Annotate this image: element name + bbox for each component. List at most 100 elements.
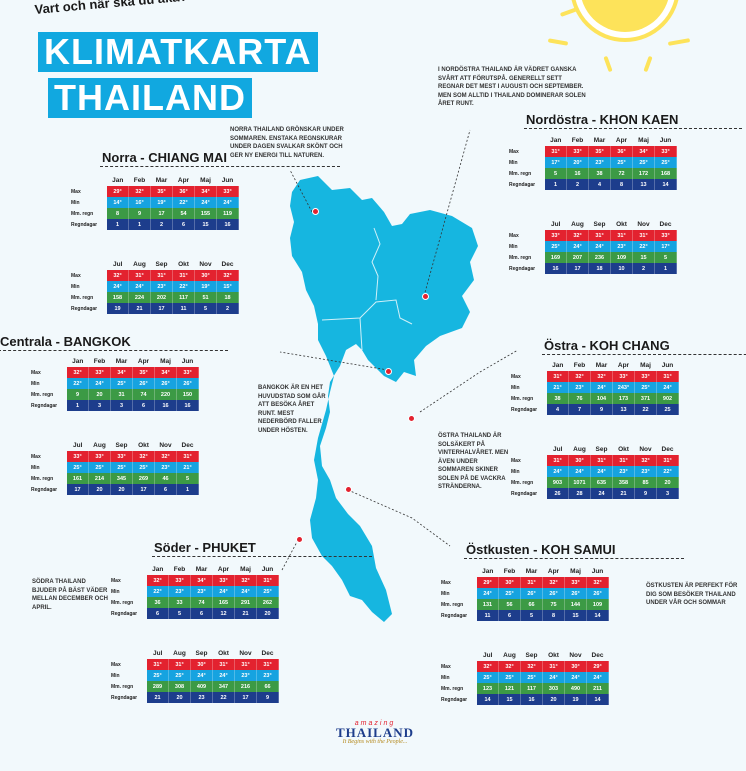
table-cell: 371	[634, 393, 657, 404]
table-cell: 15	[564, 610, 587, 621]
table-cell: 33°	[654, 230, 677, 241]
table-cell: 8	[107, 208, 129, 219]
month-header: Jan	[72, 358, 84, 365]
table-cell: 31°	[632, 230, 655, 241]
table-cell: 33°	[168, 575, 191, 586]
table-cell: 25°	[88, 462, 111, 473]
table-cell: 155	[194, 208, 217, 219]
table-row: Regndagar 1 2 4 8 13 14	[508, 179, 677, 190]
table-row: Mm. regn 36 33 74 165 291 262	[110, 597, 279, 608]
row-label: Min	[441, 674, 450, 681]
table-cell: 5	[194, 303, 217, 314]
table-cell: 33°	[88, 451, 111, 462]
table-cell: 22°	[656, 466, 679, 477]
month-header: Maj	[200, 177, 211, 184]
table-cell: 1	[654, 263, 677, 274]
header-blank	[30, 356, 67, 367]
table-row: Mm. regn 161 214 345 269 46 5	[30, 473, 199, 484]
table-cell: 109	[586, 599, 609, 610]
row-label: Regndagar	[31, 402, 58, 409]
table-row: Mm. regn 8 9 17 54 155 119	[70, 208, 239, 219]
table-cell: 17	[132, 484, 155, 495]
table-cell: 21	[234, 608, 257, 619]
climate-table-jul-dec: Jul Aug Sep Okt Nov Dec Max 32° 31° 31° 31° 30° 32° M…	[70, 259, 239, 314]
table-cell: 25°	[147, 670, 169, 681]
table-cell: 24°	[547, 466, 569, 477]
month-header: Sep	[525, 652, 538, 659]
header-blank	[70, 175, 107, 186]
table-cell: 5	[545, 168, 567, 179]
table-cell: 173	[612, 393, 635, 404]
month-header: Apr	[617, 362, 630, 369]
climate-table-jul-dec: Jul Aug Sep Okt Nov Dec Max 33° 32° 31° 31° 31° 33° M…	[508, 219, 677, 274]
table-cell: 33°	[88, 367, 111, 378]
row-label: Regndagar	[111, 694, 138, 701]
table-cell: 32°	[234, 575, 257, 586]
region-underline	[0, 350, 228, 351]
logo-tagline: It Begins with the People...	[342, 739, 408, 745]
table-cell: 3	[110, 400, 133, 411]
table-cell: 24°	[88, 378, 111, 389]
table-cell: 34°	[154, 367, 177, 378]
table-cell: 7	[568, 404, 591, 415]
table-cell: 26	[547, 488, 569, 499]
row-label: Min	[441, 590, 450, 597]
month-header: Okt	[616, 221, 627, 228]
month-header: Maj	[570, 568, 581, 575]
month-header: Nov	[199, 261, 212, 268]
table-cell: 1	[176, 484, 199, 495]
table-cell: 18	[588, 263, 611, 274]
table-cell: 32°	[634, 455, 657, 466]
table-cell: 16	[216, 219, 239, 230]
table-cell: 14	[586, 610, 609, 621]
month-header: Aug	[133, 261, 146, 268]
climate-table-jul-dec: Jul Aug Sep Okt Nov Dec Max 32° 32° 32° 31° 30° 29° M…	[440, 650, 609, 705]
table-cell: 51	[194, 292, 217, 303]
table-cell: 6	[154, 484, 177, 495]
table-cell: 23°	[150, 281, 173, 292]
table-cell: 308	[168, 681, 191, 692]
table-cell: 14	[477, 694, 499, 705]
month-header: Apr	[177, 177, 190, 184]
table-cell: 20	[110, 484, 133, 495]
table-row: Max 33° 32° 31° 31° 31° 33°	[508, 230, 677, 241]
row-label: Mm. regn	[31, 475, 54, 482]
header-blank	[510, 360, 547, 371]
table-cell: 32°	[216, 270, 239, 281]
month-header: Jul	[551, 221, 561, 228]
month-header: Mar	[525, 568, 538, 575]
month-header: Jul	[73, 442, 83, 449]
amazing-thailand-logo: amazing THAILAND It Begins with the Peop…	[320, 720, 430, 745]
table-row: Min 24° 25° 26° 26° 26° 26°	[440, 588, 609, 599]
month-header: Jan	[552, 362, 564, 369]
table-row: Min 14° 16° 19° 22° 24° 24°	[70, 197, 239, 208]
table-cell: 31°	[547, 455, 569, 466]
table-cell: 33°	[110, 451, 133, 462]
table-cell: 30°	[194, 270, 217, 281]
table-cell: 25°	[498, 672, 521, 683]
month-header: Jan	[482, 568, 494, 575]
table-cell: 35°	[588, 146, 611, 157]
table-cell: 31°	[128, 270, 151, 281]
row-label: Max	[31, 453, 41, 460]
region-underline	[100, 166, 340, 167]
header-blank	[30, 440, 67, 451]
table-cell: 16°	[128, 197, 151, 208]
table-cell: 24°	[542, 672, 565, 683]
table-cell: 33°	[612, 371, 635, 382]
table-row: Min 22° 23° 23° 24° 24° 25°	[110, 586, 279, 597]
row-label: Regndagar	[511, 406, 538, 413]
table-cell: 85	[634, 477, 657, 488]
marker-phuket	[296, 536, 303, 543]
region-title: Centrala - BANGKOK	[0, 334, 131, 349]
table-cell: 17°	[654, 241, 677, 252]
table-cell: 1	[107, 219, 129, 230]
table-row: Mm. regn 903 1071 635 358 85 20	[510, 477, 679, 488]
month-header: Dec	[261, 650, 274, 657]
row-label: Min	[31, 380, 40, 387]
table-cell: 26°	[132, 378, 155, 389]
month-header: Feb	[503, 568, 516, 575]
table-cell: 20°	[566, 157, 589, 168]
table-cell: 25°	[477, 672, 499, 683]
table-cell: 121	[498, 683, 521, 694]
